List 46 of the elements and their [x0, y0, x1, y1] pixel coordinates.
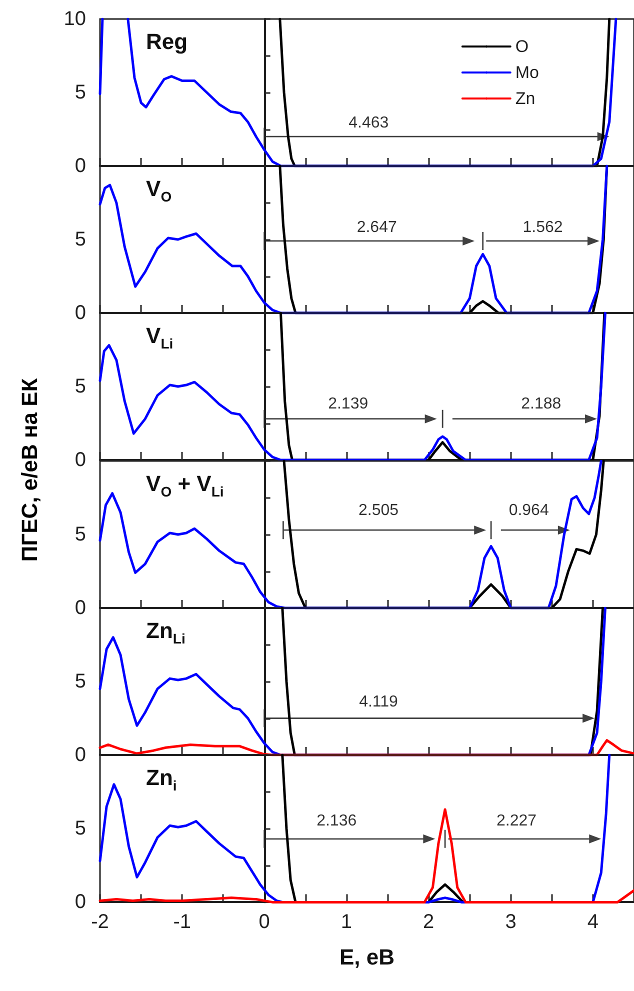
x-tick-label: 2 — [423, 911, 434, 934]
y-tick-label: 0 — [74, 155, 86, 177]
annotation: 4.463 — [348, 114, 389, 132]
text: V$_{O}$ + V$_{Li}$ — [146, 470, 224, 499]
line-series — [98, 738, 634, 756]
annotation: 2.139 — [328, 396, 368, 413]
x-tick-label: 0 — [258, 911, 270, 934]
annotation: 1.562 — [522, 219, 563, 236]
annotation: 2.647 — [356, 219, 397, 236]
y-tick-label: 0 — [74, 596, 86, 619]
text: V$_{Li}$ — [146, 323, 174, 352]
x-tick-label: 4 — [587, 911, 598, 934]
annotation: 2.188 — [521, 396, 562, 413]
x-tick-label: -1 — [173, 911, 192, 934]
text: V$_{O}$ — [146, 176, 172, 205]
legend-label: Mo — [515, 63, 540, 82]
line-series — [98, 808, 634, 904]
x-tick-label: -2 — [91, 911, 109, 934]
y-tick-label: 10 — [64, 8, 86, 30]
x-tick-label: 1 — [340, 911, 352, 934]
x-axis-title: Е, еВ — [339, 944, 395, 970]
y-tick-label: 0 — [74, 744, 86, 766]
y-tick-label: 5 — [74, 376, 86, 398]
y-axis-title: ПГЕС, е/еВ на ЕК — [17, 378, 43, 562]
x-tick-label: 3 — [505, 911, 516, 934]
line-series — [98, 312, 606, 462]
y-tick-label: 0 — [74, 891, 86, 914]
annotation: 2.505 — [358, 502, 399, 519]
text: Reg — [146, 29, 188, 55]
legend-label: Zn — [515, 89, 536, 108]
line-series — [98, 459, 602, 609]
y-tick-label: 5 — [74, 670, 86, 692]
y-tick-label: 5 — [74, 523, 86, 546]
legend-label: O — [515, 37, 529, 56]
y-tick-label: 5 — [74, 818, 86, 840]
text: Zn$_{Li}$ — [146, 618, 186, 646]
annotation: 2.227 — [496, 812, 537, 830]
annotation: 0.964 — [508, 502, 549, 519]
text: Zn$_{i}$ — [146, 765, 177, 794]
y-tick-label: 0 — [74, 449, 86, 472]
annotation: 4.119 — [359, 693, 398, 710]
line-series — [98, 164, 608, 314]
annotation: 2.136 — [316, 812, 357, 830]
y-tick-label: 0 — [74, 302, 86, 324]
y-tick-label: 5 — [74, 82, 86, 104]
y-tick-label: 5 — [74, 228, 86, 251]
